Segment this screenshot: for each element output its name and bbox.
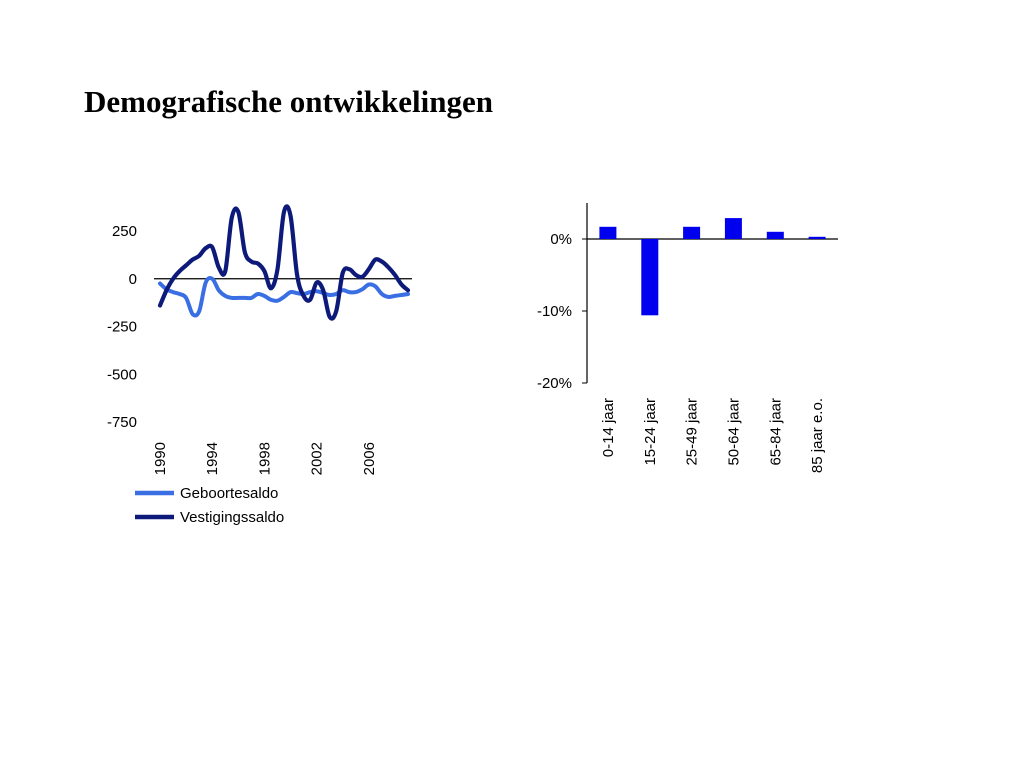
slide-title: Demografische ontwikkelingen — [84, 84, 494, 119]
bar-chart-category-label: 85 jaar e.o. — [809, 398, 826, 473]
bar-chart-category-label: 65-84 jaar — [767, 398, 784, 466]
line-chart-xtick-label: 1990 — [152, 442, 169, 475]
line-chart-ytick-label: -250 — [107, 319, 137, 336]
legend-label-vestigingssaldo: Vestigingssaldo — [180, 509, 284, 526]
bar-chart-category-label: 50-64 jaar — [725, 398, 742, 466]
series-line-geboortesaldo — [158, 276, 410, 318]
bar-chart-category-label: 15-24 jaar — [642, 398, 659, 466]
bar-chart-ytick-label: 0% — [550, 231, 572, 248]
line-chart-ytick-label: -750 — [107, 414, 137, 431]
line-chart-ytick-label: -500 — [107, 366, 137, 383]
bar — [724, 218, 742, 239]
bar — [683, 226, 701, 239]
line-chart-xtick-label: 1994 — [204, 442, 221, 475]
bar — [808, 236, 826, 239]
bar-chart-category-label: 0-14 jaar — [600, 398, 617, 457]
legend-label-geboortesaldo: Geboortesaldo — [180, 485, 278, 502]
line-chart-xtick-label: 1998 — [256, 442, 273, 475]
bar-chart-ytick-label: -20% — [537, 375, 572, 392]
line-chart-ytick-label: 250 — [112, 223, 137, 240]
bar-chart-category-label: 25-49 jaar — [684, 398, 701, 466]
line-chart-xtick-label: 2006 — [361, 442, 378, 475]
bar — [766, 231, 784, 239]
bar — [641, 239, 659, 316]
bar-chart-ytick-label: -10% — [537, 303, 572, 320]
line-chart-ytick-label: 0 — [129, 271, 137, 288]
series-line-vestigingssaldo — [157, 204, 411, 321]
bar — [599, 226, 617, 239]
line-chart-xtick-label: 2002 — [309, 442, 326, 475]
